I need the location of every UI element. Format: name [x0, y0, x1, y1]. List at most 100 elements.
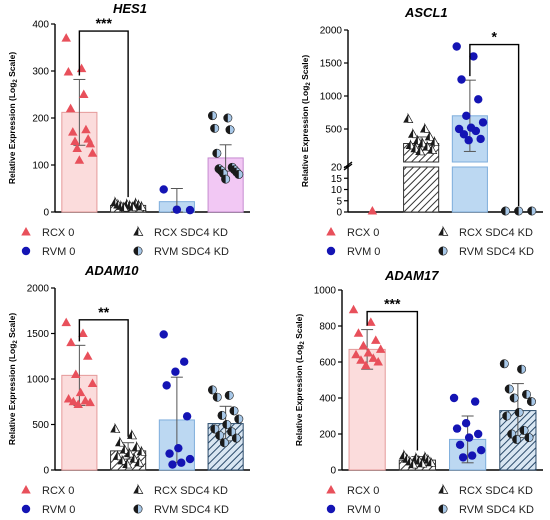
- legend-marker: [133, 483, 144, 494]
- data-point: [427, 143, 438, 154]
- data-point: [474, 95, 483, 104]
- data-point: [462, 111, 471, 121]
- data-point: [353, 328, 364, 337]
- data-point: [74, 155, 85, 164]
- y-tick-label: 600: [319, 358, 336, 369]
- data-point: [469, 52, 478, 61]
- chart-title: ADAM10: [84, 263, 139, 278]
- significance-bracket: [78, 319, 129, 437]
- legend-entry: RCX 0: [21, 485, 74, 497]
- data-point: [499, 359, 509, 369]
- y-axis-label: Relative Expression (Log2 Scale): [7, 313, 19, 445]
- legend-marker: [326, 246, 336, 256]
- data-point: [224, 390, 234, 400]
- data-point: [217, 410, 227, 420]
- data-point: [476, 446, 486, 455]
- data-point: [419, 122, 431, 133]
- data-point: [407, 127, 419, 139]
- legend-label: RCX SDC4 KD: [154, 227, 228, 239]
- legend-entry: RVM SDC4 KD: [438, 504, 534, 516]
- significance-label: *: [492, 29, 498, 45]
- chart-title: ADAM17: [384, 268, 439, 283]
- legend-label: RCX 0: [347, 485, 379, 497]
- legend-entry: RVM 0: [21, 246, 75, 258]
- data-point: [87, 148, 98, 157]
- data-point: [366, 317, 376, 326]
- data-point: [134, 456, 145, 467]
- data-point: [70, 136, 80, 145]
- data-point: [455, 440, 465, 449]
- data-point: [452, 42, 461, 51]
- data-point: [473, 429, 483, 439]
- data-point: [85, 138, 96, 148]
- data-point: [73, 399, 83, 408]
- data-point: [212, 148, 222, 158]
- data-point: [476, 134, 485, 144]
- data-point: [464, 433, 474, 442]
- data-point: [63, 66, 74, 76]
- data-point: [219, 438, 229, 448]
- data-point: [215, 430, 225, 440]
- data-point: [457, 75, 466, 84]
- legend-entry: RVM 0: [21, 504, 75, 516]
- data-point: [231, 433, 241, 443]
- y-tick-label: 500: [325, 125, 342, 136]
- chart-title: HES1: [113, 1, 147, 16]
- data-point: [229, 406, 239, 416]
- y-tick-label: 300: [32, 67, 49, 78]
- legend-marker: [133, 225, 144, 236]
- legend-entry: RCX SDC4 KD: [133, 483, 228, 497]
- y-tick-label: 1500: [320, 59, 343, 70]
- data-point: [429, 135, 440, 147]
- data-point: [114, 436, 126, 447]
- y-tick-label: 400: [32, 20, 49, 31]
- chart-panels: HES1 Relative Expression (Log2 Scale) 0 100…: [7, 1, 543, 516]
- legend-marker: [438, 225, 449, 236]
- data-point: [87, 378, 98, 388]
- data-point: [373, 357, 383, 366]
- legend-label: RCX SDC4 KD: [459, 485, 533, 497]
- y-tick-label: 200: [32, 114, 49, 125]
- y-tick-label: 1000: [314, 286, 337, 297]
- data-point: [174, 443, 183, 453]
- data-point: [110, 422, 121, 433]
- data-point: [126, 429, 138, 440]
- data-point: [459, 130, 469, 139]
- legend-entry: RVM SDC4 KD: [133, 504, 229, 516]
- data-point: [470, 397, 480, 406]
- legend-marker: [21, 485, 31, 494]
- data-point: [61, 33, 71, 42]
- data-point: [408, 458, 419, 469]
- data-point: [356, 355, 366, 364]
- data-point: [118, 201, 130, 212]
- y-tick-label: 5: [336, 196, 342, 207]
- data-point: [227, 427, 237, 437]
- legend-entry: RCX 0: [326, 227, 379, 239]
- legend-marker: [21, 227, 31, 236]
- data-point: [136, 200, 147, 211]
- legend-entry: RCX SDC4 KD: [133, 225, 228, 239]
- y-tick-label: 800: [319, 322, 336, 333]
- data-point: [75, 387, 86, 397]
- significance-label: ***: [384, 296, 401, 312]
- data-point: [71, 369, 81, 378]
- data-point: [467, 451, 477, 460]
- legend-entry: RCX 0: [21, 227, 74, 239]
- chart-adam17: ADAM17 Relative Expression (Log2 Scale) 0 2…: [294, 268, 543, 516]
- data-point: [225, 125, 235, 135]
- data-point: [424, 130, 435, 141]
- data-point: [159, 330, 168, 339]
- legend-marker: [133, 504, 143, 514]
- legend-entry: RVM 0: [326, 504, 380, 516]
- legend-label: RVM SDC4 KD: [459, 504, 534, 516]
- legend-label: RVM 0: [347, 246, 380, 258]
- data-point: [168, 460, 177, 469]
- data-point: [524, 433, 534, 443]
- data-point: [471, 126, 481, 136]
- data-point: [222, 419, 232, 429]
- data-point: [210, 123, 220, 133]
- bar-1: [403, 166, 440, 213]
- data-point: [375, 344, 386, 353]
- legend-marker: [326, 485, 336, 494]
- y-tick-label: 0: [330, 466, 336, 477]
